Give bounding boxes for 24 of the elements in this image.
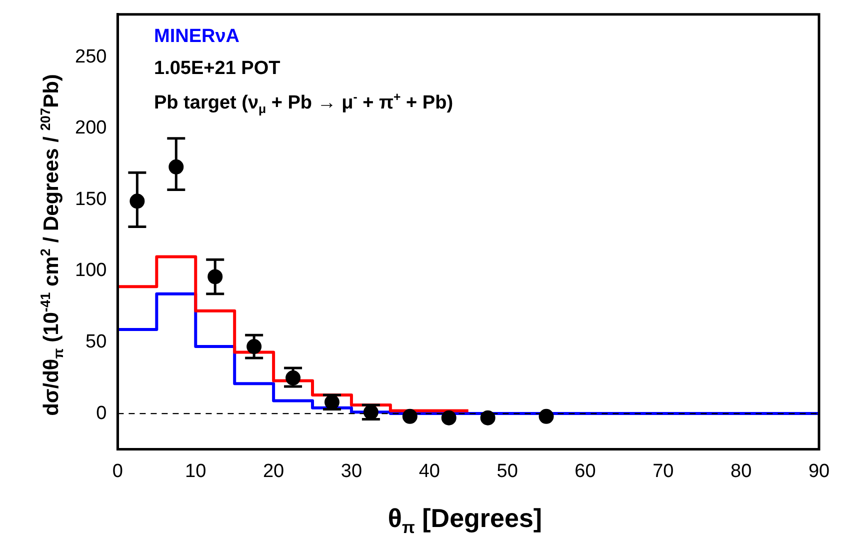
point [402,408,418,424]
annotation: 1.05E+21 POT [154,58,280,80]
x-tick-label: 70 [652,460,674,482]
x-tick-label: 0 [112,460,123,482]
x-tick-label: 30 [340,460,362,482]
x-tick-label: 40 [418,460,440,482]
x-tick-label: 50 [496,460,518,482]
x-axis-title: θ$_{π}$ [Degrees] [388,503,542,538]
point [441,410,456,426]
y-tick-label: 250 [75,46,107,68]
y-tick-label: 100 [75,260,107,282]
x-tick-label: 60 [574,460,596,482]
y-tick-label: 150 [75,188,107,210]
y-tick-label: 0 [96,402,107,424]
y-tick-label: 50 [86,332,107,353]
point [480,410,496,426]
y-tick-label: 200 [75,118,107,139]
x-tick-label: 80 [730,460,752,482]
annotation: Pb target (ν$_{μ}$ + Pb → μ$^{-}$ + π$^{+}$ + Pb) [154,90,454,116]
x-tick-label: 10 [185,460,206,482]
x-tick-label: 90 [808,460,830,482]
annotation: MINERνA [154,26,240,48]
point [538,408,554,424]
x-tick-label: 20 [262,460,284,482]
